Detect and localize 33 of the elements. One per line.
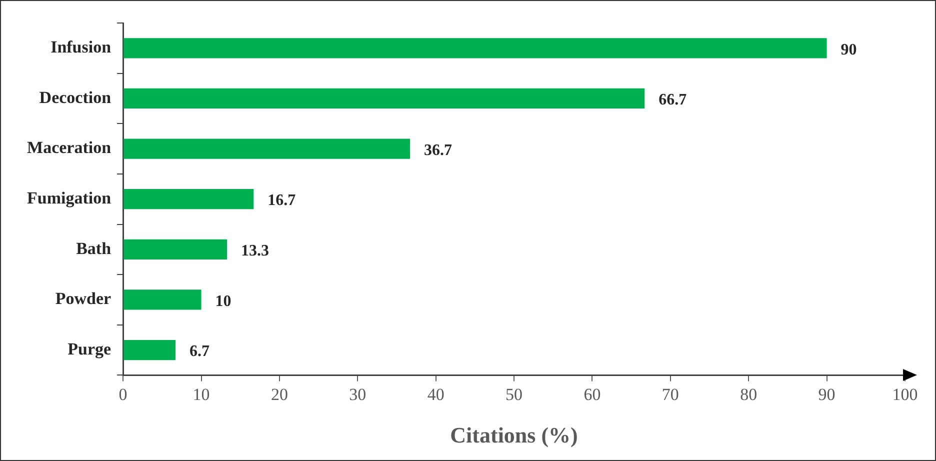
y-tick-label: Infusion	[50, 38, 112, 57]
bar	[124, 290, 202, 310]
y-tick-label: Purge	[68, 339, 112, 358]
data-label: 16.7	[268, 192, 296, 210]
bar	[124, 189, 254, 210]
data-label: 10	[215, 292, 232, 310]
data-label: 66.7	[658, 92, 687, 109]
y-tick-label: Bath	[76, 238, 112, 258]
x-tick-label: 60	[584, 384, 601, 404]
y-tick-label: Powder	[55, 289, 112, 308]
x-tick-label: 100	[892, 384, 918, 404]
x-tick-label: 20	[270, 384, 288, 404]
bar	[124, 239, 228, 260]
y-tick-label: Fumigation	[27, 188, 112, 208]
data-label: 90	[840, 41, 857, 58]
x-tick-label: 50	[506, 384, 523, 404]
bar	[124, 88, 645, 109]
x-tick-label: 40	[427, 384, 444, 404]
x-tick-label: 70	[662, 384, 679, 404]
data-label: 13.3	[241, 242, 270, 260]
y-tick-label: Maceration	[27, 138, 112, 158]
x-tick-label: 10	[192, 384, 210, 404]
bar	[124, 138, 410, 159]
y-tick-label: Decoction	[39, 88, 112, 107]
x-tick-label: 0	[118, 384, 128, 404]
x-axis-title: Citations (%)	[450, 422, 578, 448]
data-label: 36.7	[424, 142, 452, 159]
x-tick-label: 80	[740, 384, 758, 404]
x-tick-label: 90	[818, 384, 836, 404]
data-label: 6.7	[189, 343, 210, 360]
x-tick-label: 30	[349, 384, 366, 404]
bar	[124, 38, 827, 58]
bar	[124, 340, 176, 360]
